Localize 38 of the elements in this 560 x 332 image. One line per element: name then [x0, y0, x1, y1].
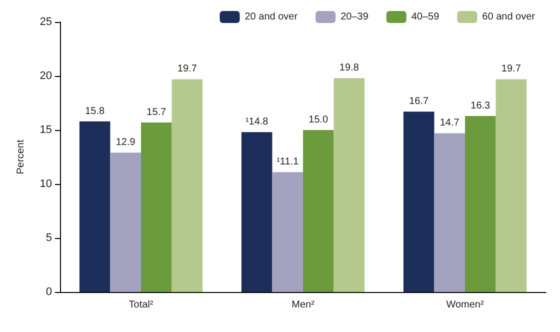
bar	[110, 152, 141, 292]
bar	[334, 78, 365, 292]
data-label: 15.8	[85, 106, 105, 117]
data-label: 16.7	[409, 96, 429, 108]
y-tick-label: 15	[40, 124, 52, 136]
bar	[403, 112, 434, 292]
legend-label: 40–59	[411, 12, 440, 22]
data-label: 15.7	[146, 106, 167, 118]
data-label: ¹14.8	[245, 116, 269, 128]
y-tick-label: 5	[46, 232, 52, 244]
data-label: 15.0	[308, 114, 329, 126]
data-label: ¹11.1	[276, 156, 300, 168]
bar	[303, 130, 334, 292]
data-label: 14.7	[440, 118, 460, 129]
data-label: 12.9	[116, 137, 136, 148]
x-tick-label: Women²	[446, 300, 484, 310]
data-label: 19.7	[177, 64, 198, 75]
bar	[465, 116, 496, 292]
bar	[172, 79, 203, 292]
bar	[79, 121, 110, 292]
bar	[141, 122, 172, 292]
y-tick-label: 20	[40, 70, 52, 82]
bar	[496, 79, 527, 292]
data-label: 19.8	[339, 62, 360, 74]
bar	[434, 133, 465, 292]
data-label: 16.3	[470, 100, 491, 112]
y-tick-label: 0	[46, 286, 52, 298]
y-tick-label: 25	[40, 16, 52, 28]
x-tick-label: Men²	[292, 300, 316, 310]
y-axis-title: Percent	[16, 140, 26, 174]
legend-label: 60 and over	[482, 12, 536, 22]
legend-label: 20 and over	[244, 12, 298, 22]
y-tick-label: 10	[40, 178, 52, 190]
x-tick-label: Total²	[128, 300, 154, 310]
legend-label: 20–39	[340, 12, 369, 22]
data-label: 19.7	[501, 64, 522, 75]
bar	[272, 172, 303, 292]
bar	[241, 132, 272, 292]
